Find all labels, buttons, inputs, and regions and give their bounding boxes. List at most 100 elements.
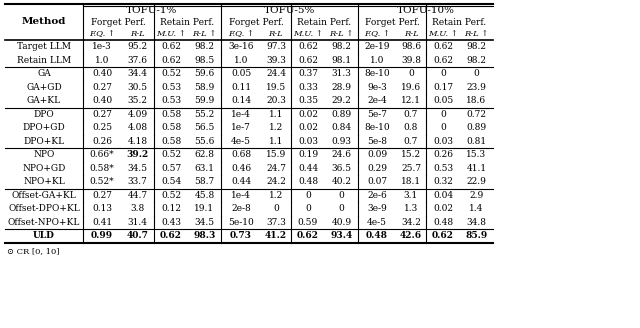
Text: 34.8: 34.8 — [467, 218, 486, 227]
Text: 18.6: 18.6 — [467, 96, 486, 105]
Text: 0.72: 0.72 — [467, 110, 486, 119]
Text: 1e-3: 1e-3 — [92, 42, 112, 51]
Text: 0.44: 0.44 — [231, 177, 251, 186]
Text: 59.6: 59.6 — [195, 69, 214, 78]
Text: 19.1: 19.1 — [195, 204, 214, 213]
Text: 40.2: 40.2 — [332, 177, 351, 186]
Text: 0.52*: 0.52* — [90, 177, 115, 186]
Text: 20.3: 20.3 — [266, 96, 286, 105]
Text: 98.6: 98.6 — [401, 42, 421, 51]
Text: 0.27: 0.27 — [92, 110, 112, 119]
Text: 0.26: 0.26 — [433, 150, 453, 159]
Text: 0.33: 0.33 — [298, 83, 318, 92]
Text: 0.89: 0.89 — [467, 123, 486, 132]
Text: 0: 0 — [440, 69, 446, 78]
Text: 0.58: 0.58 — [161, 137, 181, 146]
Text: 0.32: 0.32 — [433, 177, 453, 186]
Text: 2e-6: 2e-6 — [367, 191, 387, 200]
Text: 35.2: 35.2 — [127, 96, 147, 105]
Text: 0.03: 0.03 — [298, 137, 318, 146]
Text: 0.7: 0.7 — [404, 137, 418, 146]
Text: 0.48: 0.48 — [298, 177, 318, 186]
Text: 37.3: 37.3 — [266, 218, 286, 227]
Text: F.Q. ↑: F.Q. ↑ — [364, 30, 390, 38]
Text: M.U. ↑: M.U. ↑ — [156, 30, 186, 38]
Text: Forget Perf.: Forget Perf. — [365, 18, 419, 27]
Text: 1.1: 1.1 — [269, 110, 283, 119]
Text: DPO: DPO — [34, 110, 54, 119]
Text: 23.9: 23.9 — [467, 83, 486, 92]
Text: Target LLM: Target LLM — [17, 42, 71, 51]
Text: 4e-5: 4e-5 — [231, 137, 251, 146]
Text: 1e-4: 1e-4 — [231, 110, 251, 119]
Text: 0.62: 0.62 — [433, 56, 453, 65]
Text: Method: Method — [22, 17, 66, 27]
Text: 98.2: 98.2 — [467, 42, 486, 51]
Text: 0.43: 0.43 — [161, 218, 181, 227]
Text: 34.5: 34.5 — [195, 218, 214, 227]
Text: Offset-DPO+KL: Offset-DPO+KL — [8, 204, 80, 213]
Text: 63.1: 63.1 — [195, 164, 214, 173]
Text: 85.9: 85.9 — [465, 231, 488, 240]
Text: 5e-8: 5e-8 — [367, 137, 387, 146]
Text: Retain Perf.: Retain Perf. — [161, 18, 214, 27]
Text: R-L: R-L — [130, 30, 145, 38]
Text: 8e-10: 8e-10 — [364, 69, 390, 78]
Text: 98.2: 98.2 — [332, 42, 351, 51]
Text: 0.58: 0.58 — [161, 123, 181, 132]
Text: R-L: R-L — [269, 30, 284, 38]
Text: 3e-9: 3e-9 — [367, 204, 387, 213]
Text: DPO+KL: DPO+KL — [24, 137, 65, 146]
Text: 0.09: 0.09 — [367, 150, 387, 159]
Text: 1e-7: 1e-7 — [231, 123, 251, 132]
Text: M.U. ↑: M.U. ↑ — [293, 30, 323, 38]
Text: Retain Perf.: Retain Perf. — [433, 18, 486, 27]
Text: 15.9: 15.9 — [266, 150, 286, 159]
Text: 39.3: 39.3 — [266, 56, 286, 65]
Text: 0.25: 0.25 — [92, 123, 112, 132]
Text: 0.29: 0.29 — [367, 164, 387, 173]
Text: 0.52: 0.52 — [161, 69, 181, 78]
Text: 0.62: 0.62 — [161, 56, 181, 65]
Text: 0.40: 0.40 — [92, 96, 112, 105]
Text: 2e-4: 2e-4 — [367, 96, 387, 105]
Text: 0.57: 0.57 — [161, 164, 181, 173]
Text: 39.2: 39.2 — [126, 150, 148, 159]
Text: 0: 0 — [305, 204, 311, 213]
Text: 45.8: 45.8 — [195, 191, 214, 200]
Text: 59.9: 59.9 — [195, 96, 214, 105]
Text: 0.84: 0.84 — [332, 123, 351, 132]
Text: 0.05: 0.05 — [231, 69, 251, 78]
Text: 24.2: 24.2 — [266, 177, 286, 186]
Text: ULD: ULD — [33, 231, 55, 240]
Text: 0.62: 0.62 — [297, 231, 319, 240]
Text: 37.6: 37.6 — [127, 56, 147, 65]
Text: 4e-5: 4e-5 — [367, 218, 387, 227]
Text: 0.66*: 0.66* — [90, 150, 115, 159]
Text: 0: 0 — [339, 204, 344, 213]
Text: ⊙ CR [0, 10]: ⊙ CR [0, 10] — [7, 248, 60, 256]
Text: 30.5: 30.5 — [127, 83, 148, 92]
Text: 22.9: 22.9 — [467, 177, 486, 186]
Text: 19.6: 19.6 — [401, 83, 421, 92]
Text: 41.2: 41.2 — [265, 231, 287, 240]
Text: 0.81: 0.81 — [467, 137, 486, 146]
Text: 4.18: 4.18 — [127, 137, 148, 146]
Text: 15.3: 15.3 — [467, 150, 486, 159]
Text: 0.7: 0.7 — [404, 110, 418, 119]
Text: 24.7: 24.7 — [266, 164, 286, 173]
Text: 98.5: 98.5 — [195, 56, 214, 65]
Text: 0.68: 0.68 — [231, 150, 251, 159]
Text: 0.44: 0.44 — [298, 164, 318, 173]
Text: 98.2: 98.2 — [195, 42, 214, 51]
Text: 42.6: 42.6 — [400, 231, 422, 240]
Text: 0.05: 0.05 — [433, 96, 453, 105]
Text: R-L: R-L — [404, 30, 419, 38]
Text: 0.52: 0.52 — [161, 150, 181, 159]
Text: 0: 0 — [408, 69, 414, 78]
Text: 0.62: 0.62 — [161, 42, 181, 51]
Text: 98.2: 98.2 — [467, 56, 486, 65]
Text: 0.27: 0.27 — [92, 83, 112, 92]
Text: 0.52: 0.52 — [161, 191, 181, 200]
Text: 4.09: 4.09 — [127, 110, 148, 119]
